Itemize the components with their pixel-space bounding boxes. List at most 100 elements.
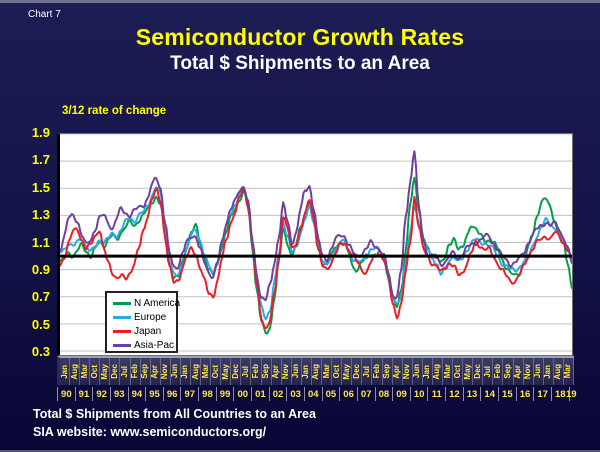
- x-tick-month-label: Nov: [523, 363, 533, 380]
- x-tick-year: 03: [286, 387, 304, 401]
- x-tick-month-label: Jul: [240, 365, 250, 378]
- x-tick-month: Oct: [331, 358, 343, 385]
- x-tick-year: 11: [427, 387, 445, 401]
- x-tick-year: 99: [215, 387, 234, 401]
- x-tick-year: 14: [480, 387, 498, 401]
- x-tick-month-label: Feb: [371, 364, 381, 379]
- x-tick-year: 10: [409, 387, 428, 401]
- y-tick-label: 0.5: [31, 316, 50, 332]
- y-tick-label: 0.7: [31, 289, 50, 305]
- chart-number-label: Chart 7: [28, 9, 61, 20]
- x-tick-month-label: Nov: [402, 363, 412, 380]
- x-tick-month: Aug: [311, 358, 323, 385]
- y-tick-label: 0.3: [31, 344, 50, 359]
- x-tick-month-label: Aug: [553, 363, 563, 380]
- x-tick-month: Jan: [543, 358, 554, 385]
- x-tick-year: 02: [268, 387, 287, 401]
- x-tick-year: 16: [515, 387, 534, 401]
- y-tick-label: 1.3: [31, 207, 50, 223]
- page-subtitle: Total $ Shipments to an Area: [170, 53, 430, 74]
- x-tick-month-label: Jul: [361, 365, 371, 378]
- x-tick-year: 15: [498, 387, 516, 401]
- x-tick-month-label: Dec: [472, 364, 482, 379]
- footer-website-line: SIA website: www.semiconductors.org/: [33, 425, 267, 439]
- x-tick-month-label: Jun: [412, 364, 422, 379]
- x-tick-month-label: Jun: [170, 364, 180, 379]
- legend-item-asia-pac: Asia-Pac: [113, 338, 176, 352]
- x-tick-month-label: Aug: [190, 363, 200, 380]
- x-tick-month: Jan: [301, 358, 312, 385]
- x-tick-month: Nov: [402, 358, 413, 385]
- x-tick-month: Nov: [281, 358, 292, 385]
- x-tick-month-label: May: [99, 363, 109, 380]
- x-tick-month-label: Oct: [331, 364, 341, 379]
- x-tick-month: Aug: [190, 358, 202, 385]
- x-tick-month: Oct: [210, 358, 222, 385]
- x-axis-month-band: Jan Aug Mar Oct May Dec Jul Feb Sep Apr Nov Jun Jan A…: [57, 356, 574, 385]
- x-tick-month-label: Mar: [79, 364, 89, 379]
- x-tick-month-label: Jan: [543, 364, 553, 379]
- x-tick-month-label: Jan: [59, 364, 69, 379]
- x-tick-month-label: Apr: [392, 364, 402, 379]
- legend-label: Japan: [134, 325, 162, 337]
- x-tick-year: 92: [92, 387, 110, 401]
- x-tick-year: 04: [303, 387, 322, 401]
- x-tick-year: 01: [251, 387, 269, 401]
- x-tick-month-label: Jul: [482, 365, 492, 378]
- slide-bottom-border: [0, 450, 600, 452]
- x-tick-month: Sep: [382, 358, 393, 385]
- x-tick-month: Feb: [371, 358, 383, 385]
- x-tick-month: Jan: [422, 358, 433, 385]
- x-tick-month: Jul: [240, 358, 252, 385]
- x-tick-year: 09: [392, 387, 410, 401]
- x-tick-month-label: May: [341, 363, 351, 380]
- x-tick-month: Oct: [90, 358, 101, 385]
- x-tick-month: Mar: [443, 358, 454, 385]
- x-tick-month: Jun: [533, 358, 544, 385]
- series-line-japan: [60, 187, 572, 330]
- x-tick-month: Sep: [140, 358, 151, 385]
- x-tick-month-label: Oct: [452, 364, 462, 379]
- x-tick-month-label: Apr: [150, 364, 160, 379]
- y-tick-label: 1.5: [31, 179, 50, 195]
- x-tick-month-label: Sep: [140, 364, 150, 379]
- x-tick-month: May: [221, 358, 232, 385]
- x-tick-month-label: Jun: [291, 364, 301, 379]
- x-tick-month: Apr: [513, 358, 524, 385]
- x-tick-month: Feb: [251, 358, 262, 385]
- x-tick-month: Feb: [130, 358, 141, 385]
- x-tick-month: Jul: [482, 358, 494, 385]
- legend-line-swatch: [113, 315, 131, 319]
- x-tick-month: Mar: [321, 358, 333, 385]
- x-tick-year: 06: [339, 387, 357, 401]
- x-tick-month-label: Aug: [69, 363, 79, 380]
- slide-top-border: [0, 0, 600, 3]
- x-tick-month-label: Jul: [120, 365, 129, 378]
- x-tick-month-label: Feb: [130, 364, 140, 379]
- y-tick-label: 1.9: [31, 125, 50, 140]
- x-tick-month: Jun: [412, 358, 423, 385]
- x-tick-year: 91: [74, 387, 93, 401]
- x-tick-month: Mar: [201, 358, 212, 385]
- legend-line-swatch: [113, 343, 131, 347]
- x-tick-month: Dec: [472, 358, 484, 385]
- x-tick-month: Nov: [523, 358, 534, 385]
- x-tick-year: 05: [321, 387, 340, 401]
- x-tick-month-label: Dec: [351, 364, 361, 379]
- x-tick-year: 96: [162, 387, 181, 401]
- x-tick-month-label: Oct: [210, 364, 220, 379]
- x-tick-month: Jul: [120, 358, 131, 385]
- x-tick-month: Oct: [452, 358, 464, 385]
- x-tick-month: Dec: [351, 358, 363, 385]
- x-tick-month-label: Mar: [321, 364, 331, 379]
- x-tick-month: Jul: [361, 358, 373, 385]
- x-tick-month-label: Apr: [271, 364, 281, 379]
- legend-item-japan: Japan: [113, 324, 176, 338]
- y-tick-label: 1.7: [31, 152, 50, 168]
- x-tick-month-label: May: [462, 363, 472, 380]
- x-tick-month: Jun: [170, 358, 181, 385]
- x-tick-month-label: Aug: [432, 363, 442, 380]
- chart-legend: N America Europe Japan Asia-Pac: [105, 291, 180, 353]
- x-tick-month-label: Dec: [230, 364, 240, 379]
- x-tick-year: 17: [533, 387, 551, 401]
